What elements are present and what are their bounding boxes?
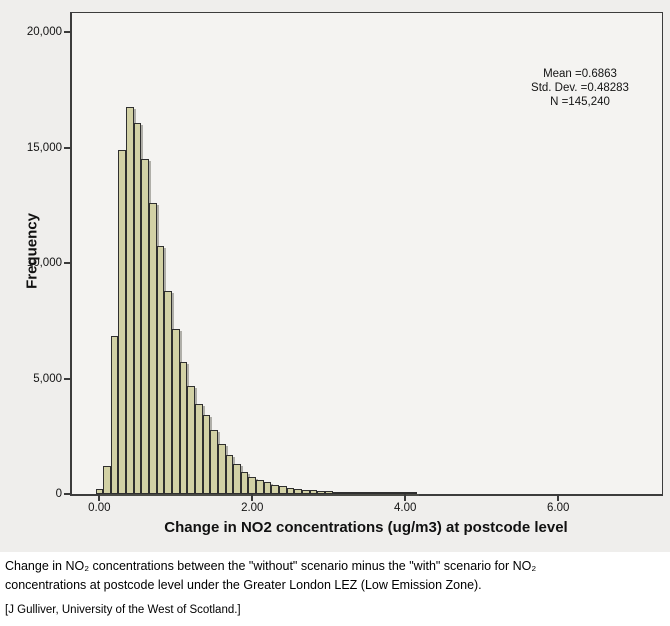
x-axis-tick [98, 494, 101, 501]
histogram-bar [210, 430, 218, 494]
histogram-bar [202, 415, 211, 494]
chart-canvas: Frequency 0 5,000 10,000 15,000 20,000 0.00 2… [0, 0, 670, 552]
y-axis-tick-label: 20,000 [26, 26, 62, 38]
caption-line-1: Change in NO₂ concentrations between the… [5, 559, 537, 573]
y-axis-tick [64, 493, 71, 495]
x-axis-tick [251, 494, 254, 501]
histogram-bar [324, 491, 333, 494]
x-axis-tick-label: 0.00 [88, 502, 111, 514]
x-axis-title: Change in NO2 concentrations (ug/m3) at … [164, 519, 568, 536]
histogram-bar [363, 492, 371, 494]
histogram-bar [301, 489, 310, 494]
histogram-bar [156, 246, 165, 494]
histogram-bar [95, 488, 104, 494]
histogram-bar [118, 149, 127, 494]
histogram-bar [179, 362, 188, 494]
histogram-bar [240, 472, 249, 494]
caption-source: [J Gulliver, University of the West of S… [5, 604, 241, 616]
histogram-bar [225, 454, 234, 494]
histogram-bar [401, 492, 410, 494]
histogram-bar [103, 466, 111, 494]
y-axis-tick [64, 377, 71, 380]
x-axis-tick-label: 6.00 [546, 502, 570, 514]
histogram-bar [149, 202, 157, 494]
x-axis-tick [404, 494, 407, 501]
y-axis-tick-label: 0 [55, 488, 62, 500]
y-axis-tick-label: 15,000 [26, 141, 62, 154]
figure-caption: Change in NO₂ concentrations between the… [5, 557, 665, 620]
histogram-bar [233, 463, 241, 494]
stats-annotation: Mean =0.6863 Std. Dev. =0.48283 N =145,2… [480, 67, 670, 109]
histogram-bar [309, 490, 318, 494]
histogram-bar [141, 159, 150, 494]
stats-mean: Mean =0.6863 [543, 68, 617, 80]
histogram-bar [332, 491, 341, 494]
histogram-bar [126, 107, 134, 494]
stats-stddev: Std. Dev. =0.48283 [531, 82, 629, 94]
histogram-bar [248, 476, 257, 494]
histogram-bar [133, 123, 142, 494]
histogram-bar [347, 492, 356, 494]
histogram-bar [355, 492, 364, 494]
histogram-bar [378, 492, 387, 494]
x-axis-tick-label: 2.00 [241, 502, 264, 514]
y-axis-tick [64, 262, 71, 264]
histogram-bar [171, 329, 180, 494]
y-axis-tick-label: 10,000 [26, 257, 62, 269]
histogram-bar [286, 487, 295, 494]
histogram-bar [256, 479, 264, 494]
histogram-bar [340, 491, 348, 494]
histogram-bar [263, 482, 272, 494]
y-axis-tick [64, 31, 71, 33]
histogram-bar [187, 385, 195, 494]
histogram-bar [386, 492, 394, 494]
histogram-bar [164, 291, 172, 494]
x-axis-tick-label: 4.00 [394, 502, 417, 514]
histogram-bar [194, 403, 203, 494]
x-axis-tick [557, 494, 560, 501]
y-axis-title-text: Frequency [23, 213, 41, 289]
caption-line-2: concentrations at postcode level under t… [5, 578, 482, 592]
histogram-bar [271, 484, 280, 494]
histogram-bar [294, 488, 302, 494]
histogram-bar [279, 486, 287, 494]
histogram-bar [110, 336, 119, 494]
histogram-bar [370, 492, 379, 494]
histogram-bar [217, 444, 226, 494]
histogram-bar [317, 490, 325, 494]
y-axis-tick [64, 146, 71, 149]
histogram-bar [409, 492, 417, 494]
plot-area: 0 5,000 10,000 15,000 20,000 0.00 2.00 4.00 6.0… [27, 12, 663, 514]
histogram-bar [393, 492, 402, 494]
stats-n: N =145,240 [550, 96, 610, 108]
y-axis-tick-label: 5,000 [33, 372, 62, 385]
